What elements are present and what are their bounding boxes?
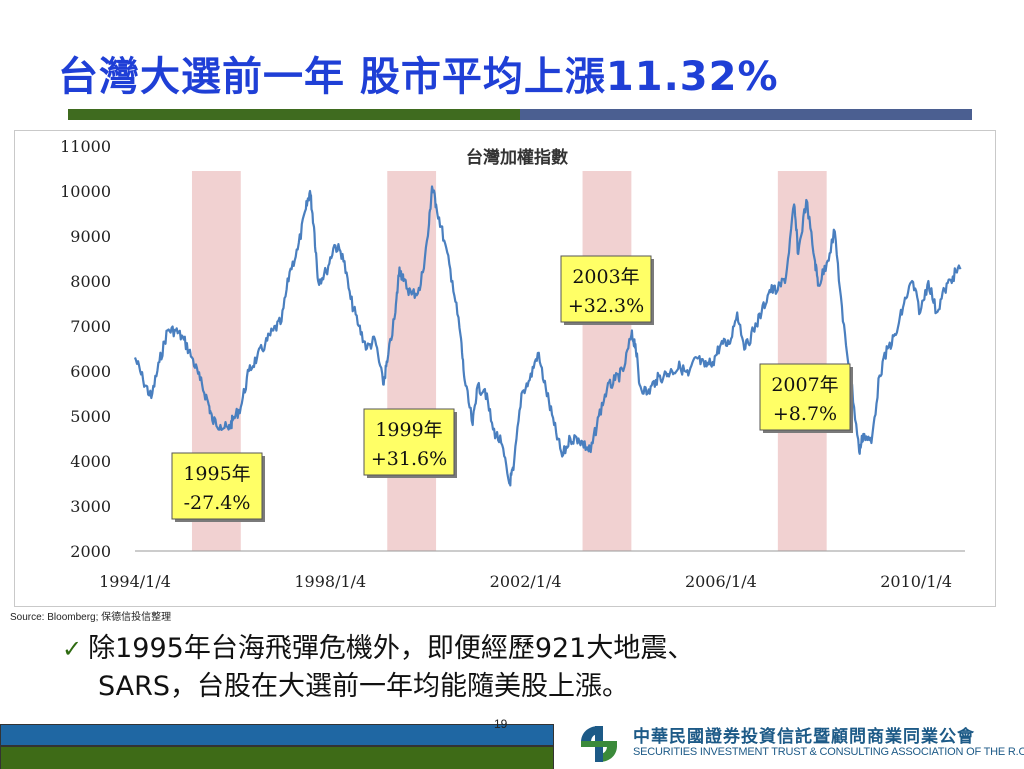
x-tick-label: 1994/1/4 (99, 572, 171, 591)
y-tick-label: 9000 (70, 227, 111, 246)
y-tick-label: 6000 (70, 362, 111, 381)
y-tick-label: 8000 (70, 272, 111, 291)
callout-year: 2007年 (771, 374, 838, 396)
y-tick-label: 5000 (70, 407, 111, 426)
callout-box (560, 255, 652, 323)
footer-bar-green (0, 746, 554, 769)
check-icon: ✓ (62, 635, 83, 663)
x-tick-label: 2002/1/4 (490, 572, 562, 591)
callout-return: +8.7% (773, 403, 837, 425)
annotation-callout: 1995年 -27.4% (171, 452, 265, 522)
callout-return: +32.3% (568, 295, 644, 317)
x-tick-label: 2006/1/4 (685, 572, 757, 591)
index-series-line (133, 185, 962, 487)
callout-year: 2003年 (572, 266, 639, 288)
annotation-callout: 2007年 +8.7% (759, 363, 853, 433)
page-number: 19 (494, 717, 508, 731)
y-tick-label: 4000 (70, 452, 111, 471)
footer-bar-blue (0, 724, 554, 746)
bullet-point: ✓ 除1995年台海飛彈危機外，即便經歷921大地震、 SARS，台股在大選前一年… (62, 630, 992, 706)
association-name-cn: 中華民國證券投資信託暨顧問商業同業公會 (633, 727, 975, 747)
annotation-callout: 2003年 +32.3% (560, 255, 654, 325)
slide-title: 台灣大選前一年 股市平均上漲11.32% (58, 54, 779, 100)
highlight-band (582, 171, 632, 551)
bullet-text-line1: 除1995年台海飛彈危機外，即便經歷921大地震、 (88, 633, 695, 664)
index-line-chart: 2000 3000 4000 5000 6000 7000 8000 9000 10000 110… (60, 137, 965, 591)
chart-title: 台灣加權指數 (466, 147, 568, 168)
y-tick-label: 3000 (70, 497, 111, 516)
callout-box (759, 363, 851, 431)
y-tick-label: 11000 (60, 137, 111, 156)
callout-year: 1995年 (183, 463, 250, 485)
title-underline-green (68, 109, 520, 120)
callout-box (171, 452, 263, 520)
x-tick-label: 1998/1/4 (294, 572, 366, 591)
callout-return: -27.4% (184, 492, 251, 514)
association-logo-icon (581, 726, 617, 762)
association-name-en: SECURITIES INVESTMENT TRUST & CONSULTING… (633, 746, 1024, 758)
callout-return: +31.6% (371, 448, 447, 470)
source-note: Source: Bloomberg; 保德信投信整理 (10, 612, 172, 623)
y-tick-label: 7000 (70, 317, 111, 336)
title-underline-navy (520, 109, 972, 120)
annotation-callout: 1999年 +31.6% (363, 408, 457, 478)
x-tick-label: 2010/1/4 (880, 572, 952, 591)
callout-box (363, 408, 455, 476)
bullet-text-line2: SARS，台股在大選前一年均能隨美股上漲。 (98, 671, 630, 702)
callout-year: 1999年 (375, 419, 442, 441)
chart-frame: 2000 3000 4000 5000 6000 7000 8000 9000 10000 110… (14, 130, 996, 607)
y-tick-label: 2000 (70, 542, 111, 561)
y-tick-label: 10000 (60, 182, 111, 201)
